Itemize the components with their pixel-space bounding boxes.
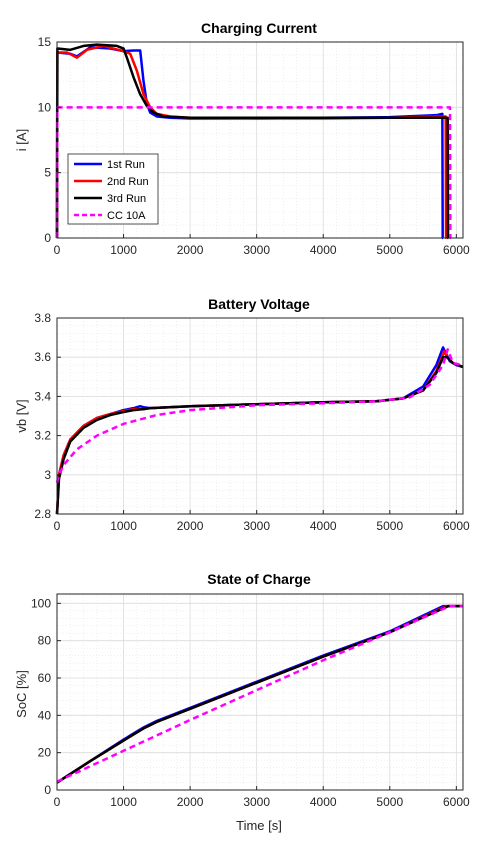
y-tick-label: 10 bbox=[38, 100, 52, 114]
x-tick-label: 5000 bbox=[376, 519, 403, 533]
x-tick-label: 0 bbox=[54, 795, 61, 809]
battery-voltage-panel: Battery Voltage 0 1000 2000 3000 4000 5000 600… bbox=[14, 296, 470, 533]
y-tick-label: 3.4 bbox=[34, 389, 51, 403]
x-tick-label: 5000 bbox=[376, 243, 403, 257]
y-tick-label: 3.2 bbox=[34, 429, 51, 443]
series-line-3rd-run bbox=[56, 604, 463, 784]
y-tick-label: 80 bbox=[38, 634, 52, 648]
x-tick-label: 4000 bbox=[310, 795, 337, 809]
x-tick-label: 5000 bbox=[376, 795, 403, 809]
series-line-3rd-run bbox=[55, 43, 450, 240]
x-tick-label: 2000 bbox=[177, 243, 204, 257]
legend-label-1st-run: 1st Run bbox=[107, 159, 145, 171]
x-axis-label: Time [s] bbox=[236, 818, 282, 833]
panel-title: Battery Voltage bbox=[208, 296, 310, 312]
x-tick-label: 4000 bbox=[310, 519, 337, 533]
y-tick-label: 15 bbox=[38, 35, 52, 49]
y-tick-label: 60 bbox=[38, 671, 52, 685]
x-tick-label: 1000 bbox=[110, 243, 137, 257]
x-tick-label: 6000 bbox=[443, 795, 470, 809]
charging-current-panel: Charging Current 0 1000 2000 3000 4000 5000 60… bbox=[14, 20, 470, 257]
series-line-cc-10a bbox=[55, 348, 464, 483]
y-tick-label: 0 bbox=[44, 783, 51, 797]
legend-label-3rd-run: 3rd Run bbox=[107, 193, 146, 205]
x-tick-label: 1000 bbox=[110, 795, 137, 809]
panel-title: State of Charge bbox=[207, 571, 311, 587]
series-line-3rd-run bbox=[55, 355, 464, 515]
y-tick-label: 3 bbox=[44, 468, 51, 482]
legend-box bbox=[67, 153, 159, 225]
y-axis-label: vb [V] bbox=[14, 399, 29, 432]
y-tick-label: 0 bbox=[44, 231, 51, 245]
y-tick-label: 2.8 bbox=[34, 507, 51, 521]
x-tick-label: 3000 bbox=[243, 519, 270, 533]
y-tick-label: 100 bbox=[31, 596, 51, 610]
x-tick-label: 2000 bbox=[177, 795, 204, 809]
axes-box bbox=[56, 593, 464, 791]
legend-label-cc-10a: CC 10A bbox=[107, 210, 146, 222]
legend-label-2nd-run: 2nd Run bbox=[107, 176, 149, 188]
axes-box bbox=[56, 317, 464, 515]
y-tick-label: 40 bbox=[38, 708, 52, 722]
y-axis-label: SoC [%] bbox=[14, 670, 29, 718]
y-axis-label: i [A] bbox=[14, 129, 29, 151]
x-tick-label: 6000 bbox=[443, 519, 470, 533]
x-tick-label: 0 bbox=[54, 243, 61, 257]
series-line-cc-10a bbox=[56, 604, 463, 783]
x-tick-label: 2000 bbox=[177, 519, 204, 533]
legend: 1st Run 2nd Run 3rd Run CC 10A bbox=[67, 153, 159, 225]
y-tick-label: 3.6 bbox=[34, 350, 51, 364]
x-tick-label: 3000 bbox=[243, 795, 270, 809]
x-tick-label: 1000 bbox=[110, 519, 137, 533]
panel-title: Charging Current bbox=[201, 20, 317, 36]
y-tick-label: 5 bbox=[44, 166, 51, 180]
x-tick-label: 6000 bbox=[443, 243, 470, 257]
y-tick-label: 20 bbox=[38, 746, 52, 760]
state-of-charge-panel: State of Charge 0 1000 2000 3000 4000 5000 600… bbox=[14, 571, 470, 833]
x-tick-label: 4000 bbox=[310, 243, 337, 257]
y-tick-label: 3.8 bbox=[34, 311, 51, 325]
x-tick-label: 3000 bbox=[243, 243, 270, 257]
x-tick-label: 0 bbox=[54, 519, 61, 533]
axes-box bbox=[56, 41, 464, 239]
